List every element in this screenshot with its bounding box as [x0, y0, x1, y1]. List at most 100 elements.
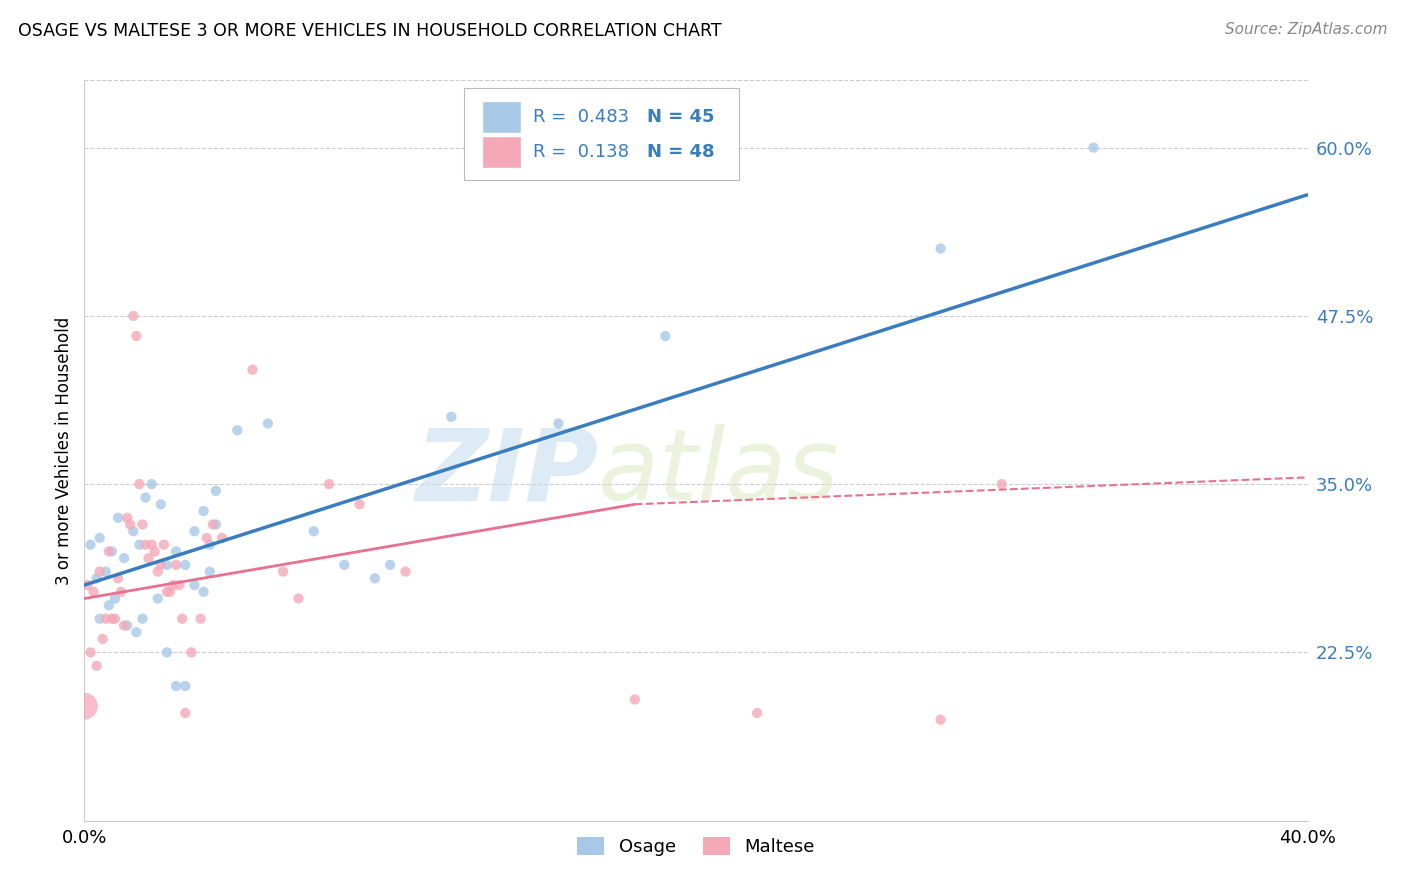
Point — [143, 544, 166, 558]
Point — [193, 584, 215, 599]
Point — [149, 558, 172, 572]
Point — [107, 510, 129, 524]
Text: atlas: atlas — [598, 425, 839, 521]
Text: N = 48: N = 48 — [647, 143, 714, 161]
Point — [193, 504, 215, 518]
Point — [149, 497, 172, 511]
Point — [174, 706, 197, 720]
Point — [112, 551, 135, 566]
Point — [101, 612, 124, 626]
Point — [97, 599, 120, 613]
Point — [79, 645, 101, 659]
Point — [318, 477, 340, 491]
Point — [112, 618, 135, 632]
Point — [104, 612, 127, 626]
Point — [131, 612, 153, 626]
Point — [165, 544, 187, 558]
Point — [167, 578, 190, 592]
Point — [94, 565, 117, 579]
Point — [172, 612, 194, 626]
Point — [125, 625, 148, 640]
Point — [89, 565, 111, 579]
Point — [201, 517, 224, 532]
Text: ZIP: ZIP — [415, 425, 598, 521]
Point — [115, 618, 138, 632]
Point — [257, 417, 280, 431]
Text: OSAGE VS MALTESE 3 OR MORE VEHICLES IN HOUSEHOLD CORRELATION CHART: OSAGE VS MALTESE 3 OR MORE VEHICLES IN H… — [18, 22, 721, 40]
Point — [165, 679, 187, 693]
FancyBboxPatch shape — [464, 87, 738, 180]
Point — [991, 477, 1014, 491]
Point — [174, 558, 197, 572]
Point — [198, 538, 221, 552]
Point — [146, 591, 169, 606]
Point — [242, 362, 264, 376]
Point — [86, 571, 108, 585]
Point — [156, 584, 179, 599]
Point — [929, 713, 952, 727]
Point — [83, 584, 105, 599]
Point — [195, 531, 218, 545]
Point — [624, 692, 647, 706]
Point — [183, 578, 205, 592]
Point — [364, 571, 387, 585]
Point — [76, 578, 98, 592]
Point — [929, 242, 952, 256]
Point — [128, 538, 150, 552]
Point — [205, 483, 228, 498]
Text: N = 45: N = 45 — [647, 108, 714, 127]
Point — [183, 524, 205, 539]
Point — [547, 417, 569, 431]
Point — [205, 517, 228, 532]
Point — [156, 558, 179, 572]
Text: R =  0.138: R = 0.138 — [533, 143, 630, 161]
Point — [89, 531, 111, 545]
Point — [271, 565, 294, 579]
Point — [174, 679, 197, 693]
Point — [190, 612, 212, 626]
Point — [159, 584, 181, 599]
Point — [153, 538, 176, 552]
Y-axis label: 3 or more Vehicles in Household: 3 or more Vehicles in Household — [55, 317, 73, 584]
Point — [198, 565, 221, 579]
Point — [146, 565, 169, 579]
Point — [349, 497, 371, 511]
Point — [97, 544, 120, 558]
Point — [165, 558, 187, 572]
Point — [141, 477, 163, 491]
Point — [110, 584, 132, 599]
Point — [104, 591, 127, 606]
Text: Source: ZipAtlas.com: Source: ZipAtlas.com — [1225, 22, 1388, 37]
Point — [125, 329, 148, 343]
Point — [1083, 140, 1105, 154]
Point — [394, 565, 416, 579]
Point — [122, 524, 145, 539]
Point — [440, 409, 463, 424]
Point — [91, 632, 114, 646]
Point — [128, 477, 150, 491]
Point — [122, 309, 145, 323]
Point — [226, 423, 249, 437]
Point — [747, 706, 769, 720]
Point — [380, 558, 402, 572]
Point — [138, 551, 160, 566]
Point — [135, 491, 157, 505]
Point — [211, 531, 233, 545]
Point — [89, 612, 111, 626]
Point — [135, 538, 157, 552]
Point — [79, 538, 101, 552]
Point — [131, 517, 153, 532]
Point — [73, 699, 96, 714]
Point — [141, 538, 163, 552]
Point — [86, 658, 108, 673]
Point — [115, 510, 138, 524]
Legend: Osage, Maltese: Osage, Maltese — [569, 830, 823, 863]
Point — [302, 524, 325, 539]
Point — [333, 558, 356, 572]
Point — [107, 571, 129, 585]
Point — [180, 645, 202, 659]
Text: R =  0.483: R = 0.483 — [533, 108, 630, 127]
Point — [654, 329, 676, 343]
FancyBboxPatch shape — [484, 137, 520, 167]
FancyBboxPatch shape — [484, 103, 520, 132]
